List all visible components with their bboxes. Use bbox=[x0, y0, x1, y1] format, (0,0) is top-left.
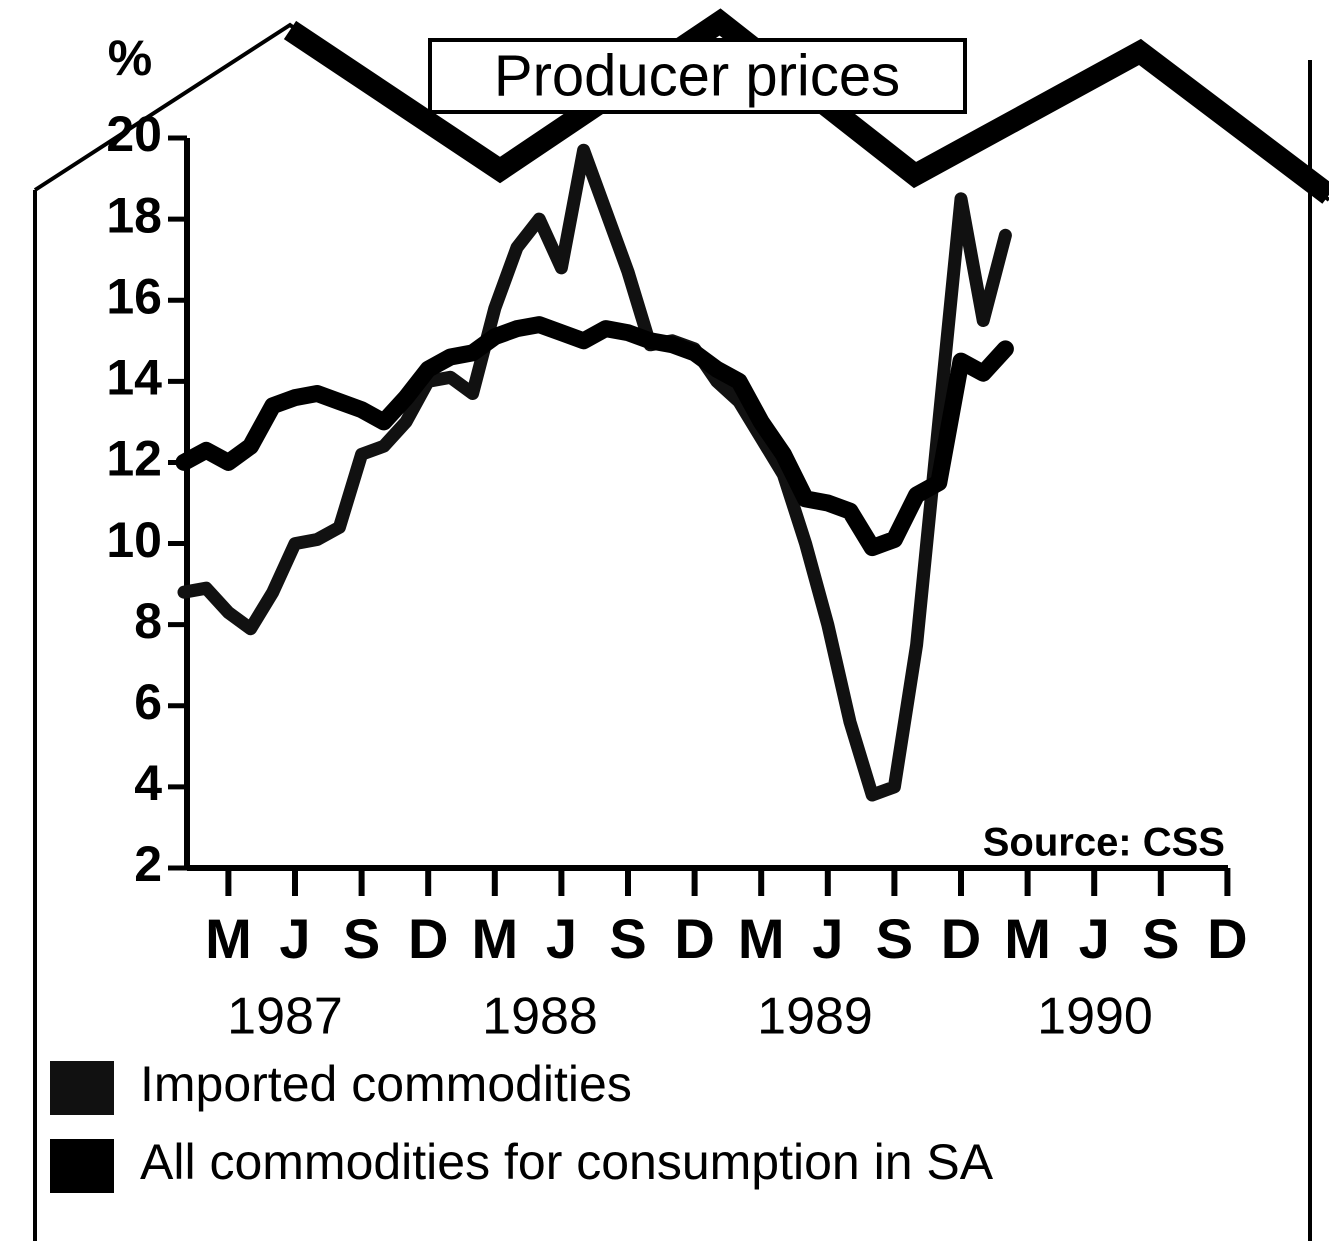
chart-title: Producer prices bbox=[494, 43, 900, 108]
y-tick-label: 8 bbox=[134, 593, 162, 649]
x-tick-label: S bbox=[609, 907, 646, 970]
y-tick-label: 10 bbox=[106, 512, 162, 568]
year-label: 1990 bbox=[1037, 988, 1153, 1046]
legend-swatch bbox=[50, 1061, 114, 1115]
x-tick-label: M bbox=[738, 907, 785, 970]
x-tick-label: D bbox=[941, 907, 981, 970]
x-tick-label: J bbox=[279, 907, 310, 970]
y-tick-label: 2 bbox=[134, 836, 162, 892]
y-tick-label: 16 bbox=[106, 268, 162, 324]
x-tick-label: D bbox=[674, 907, 714, 970]
x-tick-label: D bbox=[408, 907, 448, 970]
x-tick-label: S bbox=[343, 907, 380, 970]
x-tick-label: D bbox=[1207, 907, 1247, 970]
y-axis-label: % bbox=[108, 30, 152, 86]
y-tick-label: 14 bbox=[106, 350, 162, 406]
x-tick-label: J bbox=[812, 907, 843, 970]
y-tick-label: 20 bbox=[106, 106, 162, 162]
title-box bbox=[428, 38, 967, 114]
legend: Imported commodities All commodities for … bbox=[50, 1056, 994, 1193]
series-line bbox=[177, 143, 1012, 802]
legend-label: Imported commodities bbox=[140, 1056, 632, 1112]
x-tick-label: J bbox=[546, 907, 577, 970]
x-tick-label: M bbox=[1004, 907, 1051, 970]
x-tick-label: J bbox=[1079, 907, 1110, 970]
source-note: Source: CSS bbox=[983, 821, 1225, 865]
y-tick-label: 6 bbox=[134, 674, 162, 730]
x-tick-label: S bbox=[1142, 907, 1179, 970]
series-line bbox=[175, 316, 1014, 557]
x-tick-label: M bbox=[205, 907, 252, 970]
year-label: 1987 bbox=[227, 988, 343, 1046]
year-label: 1988 bbox=[482, 988, 598, 1046]
y-tick-label: 12 bbox=[106, 431, 162, 487]
y-tick-label: 18 bbox=[106, 187, 162, 243]
y-tick-label: 4 bbox=[134, 755, 162, 811]
legend-swatch bbox=[50, 1139, 114, 1193]
year-label: 1989 bbox=[757, 988, 873, 1046]
legend-label: All commodities for consumption in SA bbox=[140, 1134, 994, 1190]
x-tick-label: S bbox=[876, 907, 913, 970]
x-tick-label: M bbox=[471, 907, 518, 970]
